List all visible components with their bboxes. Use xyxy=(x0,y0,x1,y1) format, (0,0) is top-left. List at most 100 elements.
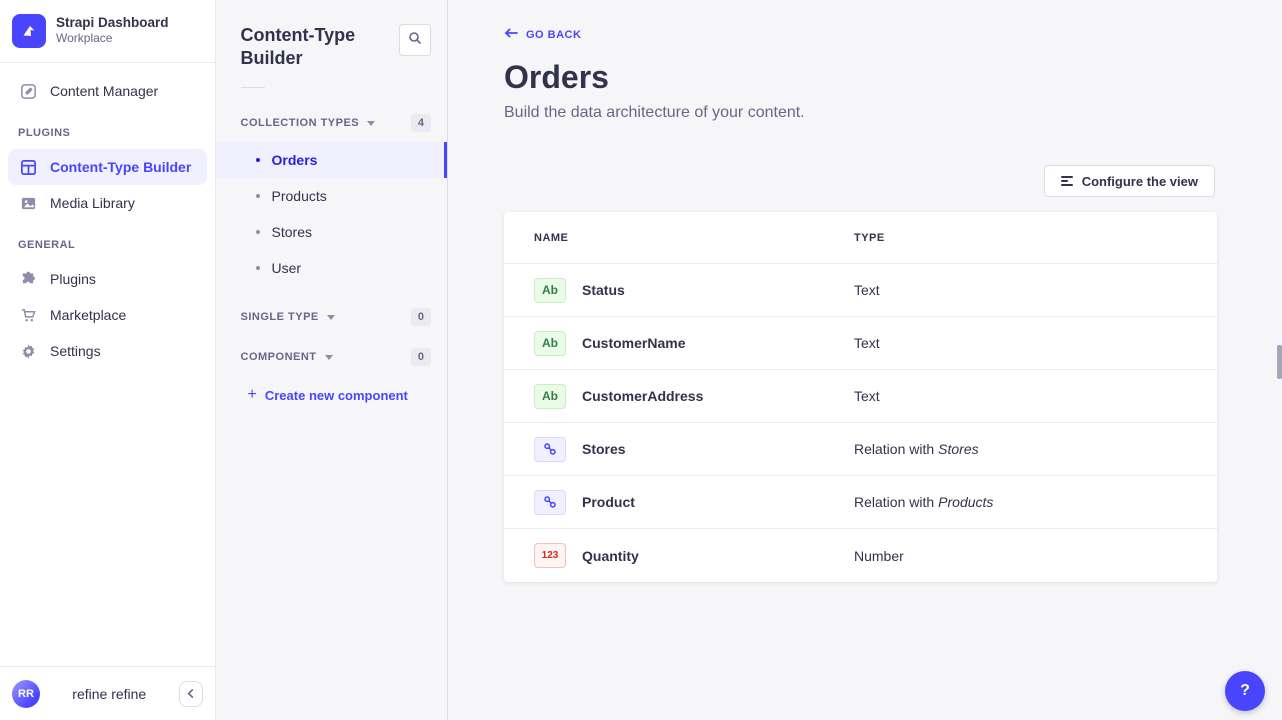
field-name: Product xyxy=(582,494,635,510)
user-name: refine refine xyxy=(72,685,147,702)
sidebar-item-media-library[interactable]: Media Library xyxy=(8,185,207,221)
sidebar-item-label: Media Library xyxy=(50,195,135,211)
cart-icon xyxy=(18,305,38,325)
table-row[interactable]: Stores Relation with Stores xyxy=(504,423,1217,476)
go-back-label: GO BACK xyxy=(526,28,582,41)
chevron-down-icon xyxy=(367,120,376,126)
divider xyxy=(0,62,215,63)
sidebar-item-settings[interactable]: Settings xyxy=(8,333,207,369)
search-button[interactable] xyxy=(399,24,431,56)
image-icon xyxy=(18,193,38,213)
table-row[interactable]: Ab CustomerAddress Text xyxy=(504,370,1217,423)
collection-types-count: 4 xyxy=(410,114,431,132)
collection-type-stores[interactable]: Stores xyxy=(216,214,447,250)
main-content: GO BACK Orders Build the data architectu… xyxy=(448,0,1282,720)
component-label: COMPONENT xyxy=(240,351,317,363)
workspace-brand[interactable]: Strapi Dashboard Workplace xyxy=(0,0,215,62)
arrow-left-icon xyxy=(504,28,518,41)
sidebar-item-content-manager[interactable]: Content Manager xyxy=(8,73,207,109)
text-field-icon: Ab xyxy=(534,383,566,409)
page-title: Orders xyxy=(504,59,609,95)
pen-icon xyxy=(18,81,38,101)
field-name: Stores xyxy=(582,441,626,457)
component-header[interactable]: COMPONENT 0 xyxy=(216,336,447,376)
field-name: Status xyxy=(582,282,625,298)
field-type: Text xyxy=(854,335,880,351)
collection-type-label: Stores xyxy=(271,224,312,240)
layout-icon xyxy=(18,157,38,177)
toolbar: Configure the view xyxy=(504,165,1282,197)
bullet-icon xyxy=(255,158,260,162)
go-back-link[interactable]: GO BACK xyxy=(504,28,581,41)
relation-field-icon xyxy=(534,436,566,462)
collection-type-orders[interactable]: Orders xyxy=(215,142,448,178)
bullet-icon xyxy=(255,266,260,270)
sidebar-item-label: Plugins xyxy=(50,271,96,287)
bullet-icon xyxy=(255,230,260,234)
help-button[interactable]: ? xyxy=(1225,671,1265,711)
single-type-label: SINGLE TYPE xyxy=(240,311,319,323)
number-field-icon: 123 xyxy=(534,543,566,568)
field-name: CustomerName xyxy=(582,335,686,351)
chevron-down-icon xyxy=(326,314,335,320)
field-type: Text xyxy=(854,388,880,404)
table-header-row: NAME TYPE xyxy=(504,212,1217,264)
workspace-subtitle: Workplace xyxy=(56,31,113,46)
sidebar-item-label: Marketplace xyxy=(50,307,127,323)
sidebar-item-label: Content Manager xyxy=(50,83,159,99)
table-row[interactable]: Product Relation with Products xyxy=(504,476,1217,529)
nav-section-general: GENERAL xyxy=(18,239,76,251)
collapse-sidebar-button[interactable] xyxy=(178,680,203,707)
text-field-icon: Ab xyxy=(534,277,566,303)
nav-section-plugins: PLUGINS xyxy=(18,127,71,139)
strapi-logo-icon xyxy=(12,14,46,48)
sidebar-item-label: Content-Type Builder xyxy=(50,159,192,175)
nav-list: Content Manager PLUGINS Content-Type Bui… xyxy=(0,63,215,379)
page-subtitle: Build the data architecture of your cont… xyxy=(504,104,805,121)
table-row[interactable]: 123 Quantity Number xyxy=(504,529,1217,582)
workspace-title: Strapi Dashboard xyxy=(56,15,169,31)
field-type: Relation with Products xyxy=(854,494,994,510)
configure-view-label: Configure the view xyxy=(1081,173,1198,189)
configure-view-button[interactable]: Configure the view xyxy=(1043,165,1215,197)
main-navigation: Strapi Dashboard Workplace Content Manag… xyxy=(0,0,216,720)
user-row: RR refine refine xyxy=(0,666,215,720)
bullet-icon xyxy=(255,194,260,198)
gear-icon xyxy=(18,341,38,361)
field-name: CustomerAddress xyxy=(582,388,704,404)
scrollbar-thumb[interactable] xyxy=(1277,345,1282,379)
puzzle-icon xyxy=(18,269,38,289)
divider xyxy=(240,87,265,88)
collection-types-header[interactable]: COLLECTION TYPES 4 xyxy=(216,102,447,142)
sidebar-item-content-type-builder[interactable]: Content-Type Builder xyxy=(8,149,207,185)
single-type-header[interactable]: SINGLE TYPE 0 xyxy=(216,296,447,336)
create-new-component-link[interactable]: + Create new component xyxy=(216,376,447,404)
sidebar-item-plugins[interactable]: Plugins xyxy=(8,261,207,297)
search-icon xyxy=(408,31,422,50)
single-type-count: 0 xyxy=(410,308,431,326)
table-row[interactable]: Ab CustomerName Text xyxy=(504,317,1217,370)
component-count: 0 xyxy=(410,348,431,366)
create-new-component-label: Create new component xyxy=(264,387,408,403)
sidebar-item-marketplace[interactable]: Marketplace xyxy=(8,297,207,333)
relation-field-icon xyxy=(534,489,566,515)
fields-table: NAME TYPE Ab Status Text Ab CustomerName… xyxy=(504,212,1217,582)
collection-type-user[interactable]: User xyxy=(216,250,447,286)
text-field-icon: Ab xyxy=(534,330,566,356)
collection-type-label: Orders xyxy=(271,152,318,168)
chevron-down-icon xyxy=(324,354,333,360)
content-type-builder-panel: Content-Type Builder COLLECTION TYPES 4 … xyxy=(215,0,448,720)
plus-icon: + xyxy=(247,386,257,403)
column-header-name: NAME xyxy=(534,231,569,244)
panel-title: Content-Type Builder xyxy=(240,25,356,68)
avatar: RR xyxy=(12,679,40,708)
field-type: Number xyxy=(854,547,904,564)
collection-types-label: COLLECTION TYPES xyxy=(240,117,360,129)
collection-type-label: Products xyxy=(271,188,327,204)
column-header-type: TYPE xyxy=(854,231,885,244)
table-row[interactable]: Ab Status Text xyxy=(504,264,1217,317)
collection-type-products[interactable]: Products xyxy=(216,178,447,214)
sidebar-item-label: Settings xyxy=(50,343,101,359)
collection-type-label: User xyxy=(271,260,302,276)
